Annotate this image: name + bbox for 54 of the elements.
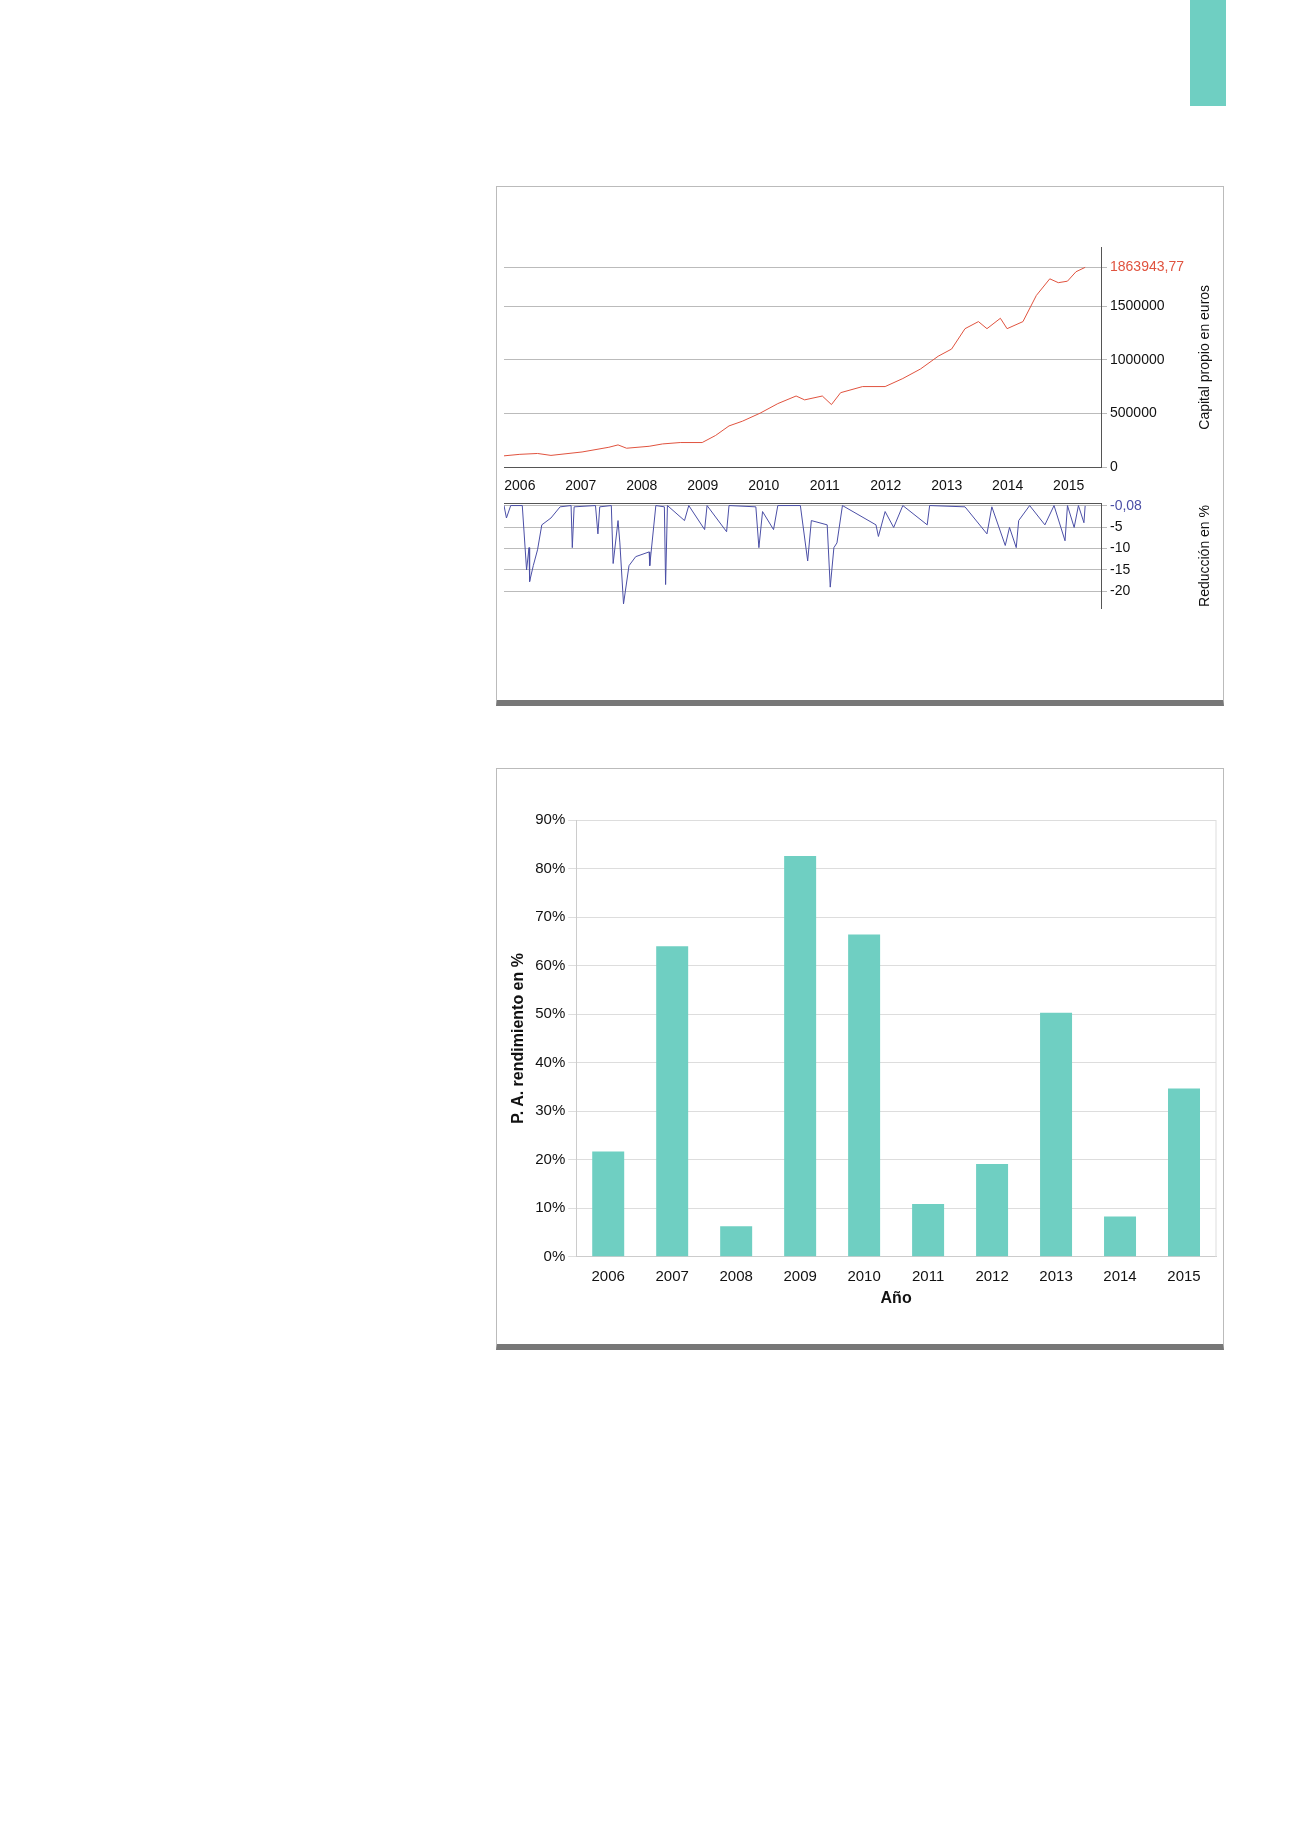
y-tick-label: 60% bbox=[535, 955, 566, 973]
x-tick-label: 2006 bbox=[591, 1266, 625, 1284]
y-tick-label: 10% bbox=[535, 1198, 566, 1216]
bar bbox=[848, 934, 881, 1257]
bar bbox=[912, 1203, 945, 1257]
x-tick-label: 2011 bbox=[809, 477, 841, 494]
x-tick-label: 2012 bbox=[870, 477, 902, 494]
x-tick-label: 2009 bbox=[687, 477, 719, 494]
y-tick-label: 0 bbox=[1110, 458, 1118, 475]
x-tick-label: 2014 bbox=[992, 477, 1024, 494]
x-tick-label: 2008 bbox=[719, 1266, 753, 1284]
x-tick-label: 2015 bbox=[1167, 1266, 1201, 1284]
x-tick-label: 2008 bbox=[626, 477, 658, 494]
x-axis-title: Año bbox=[880, 1288, 912, 1306]
y-tick-label: 70% bbox=[535, 907, 566, 925]
y-tick-label: 80% bbox=[535, 858, 566, 876]
bar bbox=[1104, 1216, 1137, 1257]
y-tick-label: 1863943,77 bbox=[1110, 258, 1185, 275]
bar bbox=[1040, 1012, 1073, 1257]
x-tick-label: 2014 bbox=[1103, 1266, 1137, 1284]
bar bbox=[976, 1164, 1009, 1257]
x-tick-label: 2006 bbox=[504, 477, 536, 494]
bar bbox=[592, 1151, 625, 1257]
x-tick-label: 2012 bbox=[975, 1266, 1009, 1284]
y-tick-label: 1500000 bbox=[1110, 297, 1165, 314]
x-tick-label: 2011 bbox=[911, 1266, 945, 1284]
y-tick-label: 500000 bbox=[1110, 404, 1157, 421]
y-axis-title: P. A. rendimiento en % bbox=[509, 953, 527, 1124]
bar bbox=[1168, 1088, 1201, 1257]
y-tick-label: -0,08 bbox=[1110, 496, 1143, 513]
y-tick-label: 1000000 bbox=[1110, 350, 1165, 367]
y-tick-label: 90% bbox=[535, 810, 566, 828]
y-tick-label: 40% bbox=[535, 1052, 566, 1070]
y-axis-title: Capital propio en euros bbox=[1195, 284, 1212, 430]
x-tick-label: 2010 bbox=[847, 1266, 881, 1284]
x-tick-label: 2013 bbox=[931, 477, 963, 494]
bar bbox=[784, 855, 817, 1257]
y-tick-label: -15 bbox=[1110, 560, 1131, 577]
bar bbox=[656, 946, 689, 1257]
y-tick-label: 0% bbox=[543, 1246, 566, 1264]
x-tick-label: 2015 bbox=[1053, 477, 1085, 494]
x-tick-label: 2013 bbox=[1039, 1266, 1073, 1284]
x-tick-label: 2009 bbox=[783, 1266, 817, 1284]
x-tick-label: 2007 bbox=[655, 1266, 689, 1284]
y-tick-label: -5 bbox=[1110, 517, 1123, 534]
y-tick-label: -10 bbox=[1110, 539, 1131, 556]
x-tick-label: 2007 bbox=[565, 477, 597, 494]
x-tick-label: 2010 bbox=[748, 477, 780, 494]
y-tick-label: 50% bbox=[535, 1004, 566, 1022]
y-tick-label: 20% bbox=[535, 1149, 566, 1167]
bar bbox=[720, 1226, 753, 1257]
y-tick-label: -20 bbox=[1110, 582, 1131, 599]
y-axis-title: Reducción en % bbox=[1195, 505, 1212, 607]
y-tick-label: 30% bbox=[535, 1101, 566, 1119]
